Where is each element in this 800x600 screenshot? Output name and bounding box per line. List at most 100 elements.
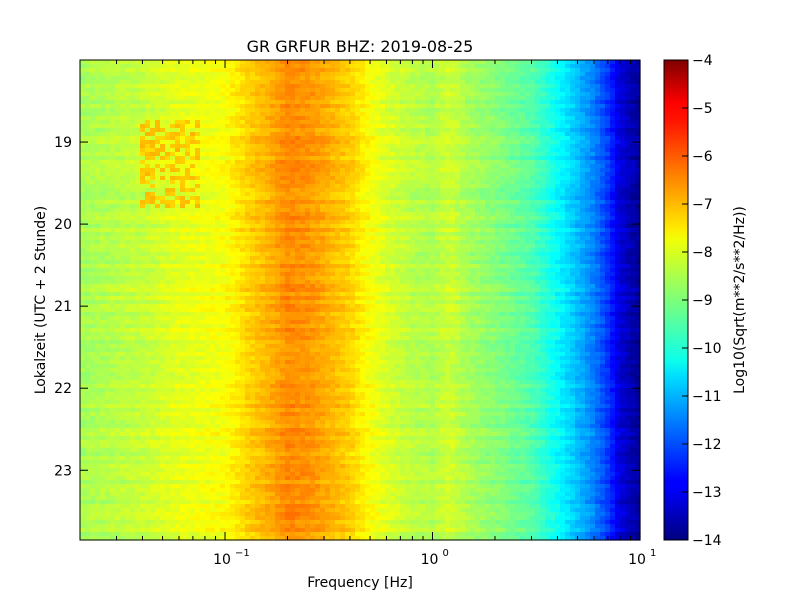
spectrogram-cell (285, 128, 291, 133)
spectrogram-cell (420, 92, 426, 97)
spectrogram-cell (250, 228, 256, 233)
spectrogram-cell (585, 152, 591, 157)
spectrogram-cell (270, 124, 276, 129)
spectrogram-cell (590, 216, 596, 221)
spectrogram-cell (375, 132, 381, 137)
spectrogram-cell (610, 212, 616, 217)
spectrogram-cell (265, 124, 271, 129)
spectrogram-cell (195, 236, 201, 241)
spectrogram-cell (265, 176, 271, 181)
spectrogram-cell (635, 72, 641, 77)
spectrogram-cell (225, 220, 231, 225)
spectrogram-cell (345, 120, 351, 125)
spectrogram-cell (340, 84, 346, 89)
spectrogram-cell (175, 224, 181, 229)
spectrogram-cell (450, 192, 456, 197)
spectrogram-cell (630, 164, 636, 169)
spectrogram-cell (440, 164, 446, 169)
spectrogram-cell (445, 60, 451, 65)
spectrogram-cell (375, 156, 381, 161)
spectrogram-cell (120, 132, 126, 137)
spectrogram-cell (190, 160, 196, 165)
spectrogram-cell (235, 116, 241, 121)
spectrogram-cell (400, 224, 406, 229)
spectrogram-cell (115, 228, 121, 233)
spectrogram-cell (125, 228, 131, 233)
spectrogram-cell (185, 132, 191, 137)
spectrogram-cell (530, 220, 536, 225)
spectrogram-cell (620, 80, 626, 85)
spectrogram-cell (455, 168, 461, 173)
spectrogram-cell (485, 136, 491, 141)
spectrogram-cell (625, 212, 631, 217)
spectrogram-cell (315, 208, 321, 213)
spectrogram-cell (525, 108, 531, 113)
spectrogram-cell (185, 92, 191, 97)
spectrogram-cell (310, 196, 316, 201)
spectrogram-cell (135, 192, 141, 197)
spectrogram-cell (195, 76, 201, 81)
spectrogram-cell (270, 112, 276, 117)
spectrogram-cell (480, 172, 486, 177)
spectrogram-cell (325, 160, 331, 165)
spectrogram-cell (390, 196, 396, 201)
spectrogram-cell (315, 232, 321, 237)
spectrogram-cell (235, 148, 241, 153)
spectrogram-cell (185, 224, 191, 229)
spectrogram-cell (565, 208, 571, 213)
spectrogram-cell (360, 192, 366, 197)
spectrogram-cell (130, 132, 136, 137)
spectrogram-cell (100, 188, 106, 193)
spectrogram-cell (535, 152, 541, 157)
spectrogram-cell (190, 120, 196, 125)
spectrogram-cell (95, 160, 101, 165)
spectrogram-cell (270, 120, 276, 125)
spectrogram-cell (255, 164, 261, 169)
spectrogram-cell (290, 112, 296, 117)
spectrogram-cell (330, 84, 336, 89)
spectrogram-cell (460, 64, 466, 69)
spectrogram-cell (165, 76, 171, 81)
spectrogram-cell (155, 120, 161, 125)
spectrogram-cell (100, 104, 106, 109)
spectrogram-cell (465, 148, 471, 153)
spectrogram-cell (190, 140, 196, 145)
spectrogram-cell (380, 176, 386, 181)
spectrogram-cell (455, 88, 461, 93)
spectrogram-cell (530, 88, 536, 93)
spectrogram-cell (85, 132, 91, 137)
spectrogram-cell (295, 88, 301, 93)
spectrogram-cell (125, 148, 131, 153)
spectrogram-cell (555, 164, 561, 169)
spectrogram-cell (250, 168, 256, 173)
spectrogram-cell (130, 88, 136, 93)
spectrogram-cell (95, 104, 101, 109)
spectrogram-cell (435, 120, 441, 125)
spectrogram-cell (565, 212, 571, 217)
spectrogram-cell (435, 108, 441, 113)
spectrogram-cell (630, 84, 636, 89)
spectrogram-cell (480, 144, 486, 149)
spectrogram-cell (440, 232, 446, 237)
spectrogram-cell (85, 224, 91, 229)
spectrogram-cell (465, 112, 471, 117)
spectrogram-cell (170, 100, 176, 105)
spectrogram-cell (545, 68, 551, 73)
spectrogram-cell (230, 228, 236, 233)
spectrogram-cell (585, 208, 591, 213)
spectrogram-cell (215, 112, 221, 117)
spectrogram-cell (175, 200, 181, 205)
spectrogram-cell (245, 144, 251, 149)
spectrogram-cell (120, 80, 126, 85)
spectrogram-cell (95, 60, 101, 65)
spectrogram-cell (450, 96, 456, 101)
spectrogram-cell (580, 196, 586, 201)
spectrogram-cell (385, 88, 391, 93)
spectrogram-cell (325, 232, 331, 237)
spectrogram-cell (510, 72, 516, 77)
spectrogram-cell (330, 116, 336, 121)
spectrogram-cell (570, 176, 576, 181)
spectrogram-cell (450, 84, 456, 89)
spectrogram-cell (380, 124, 386, 129)
spectrogram-cell (170, 120, 176, 125)
